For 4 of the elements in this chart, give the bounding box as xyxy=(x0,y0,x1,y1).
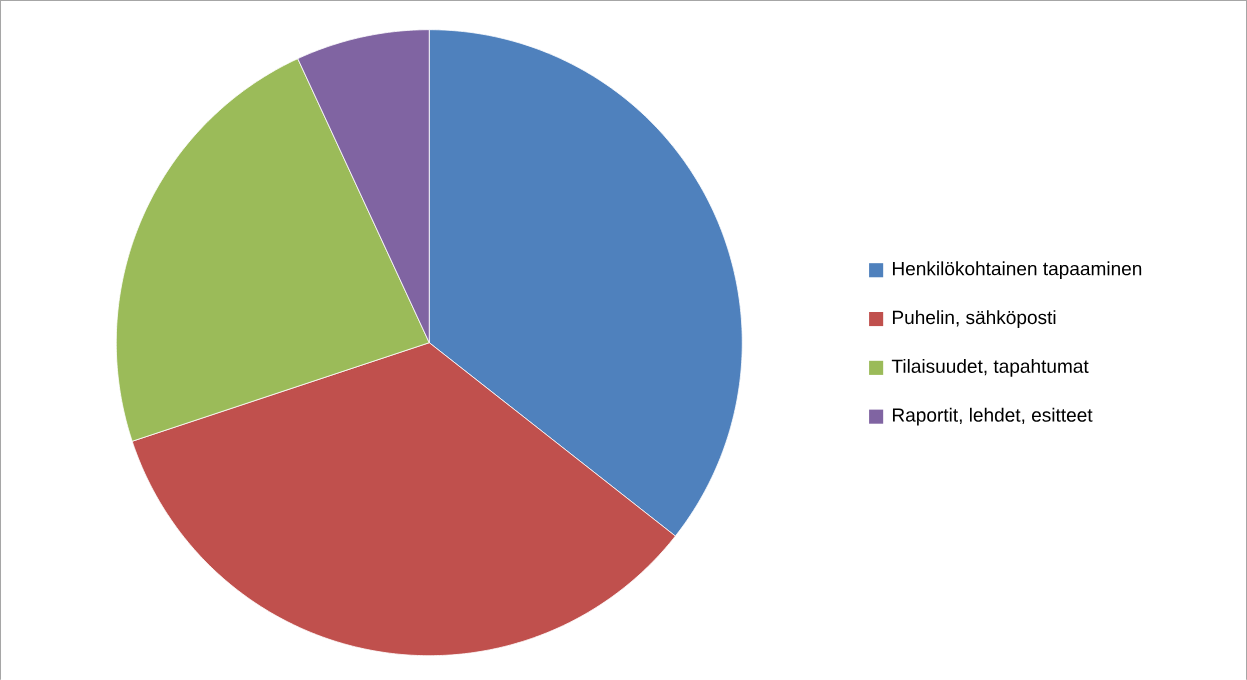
legend-label: Raportit, lehdet, esitteet xyxy=(892,407,1093,426)
legend-label: Tilaisuudet, tapahtumat xyxy=(891,358,1089,377)
legend-label: Puhelin, sähköposti xyxy=(892,309,1056,328)
legend-label: Henkilökohtainen tapaaminen xyxy=(892,261,1142,279)
